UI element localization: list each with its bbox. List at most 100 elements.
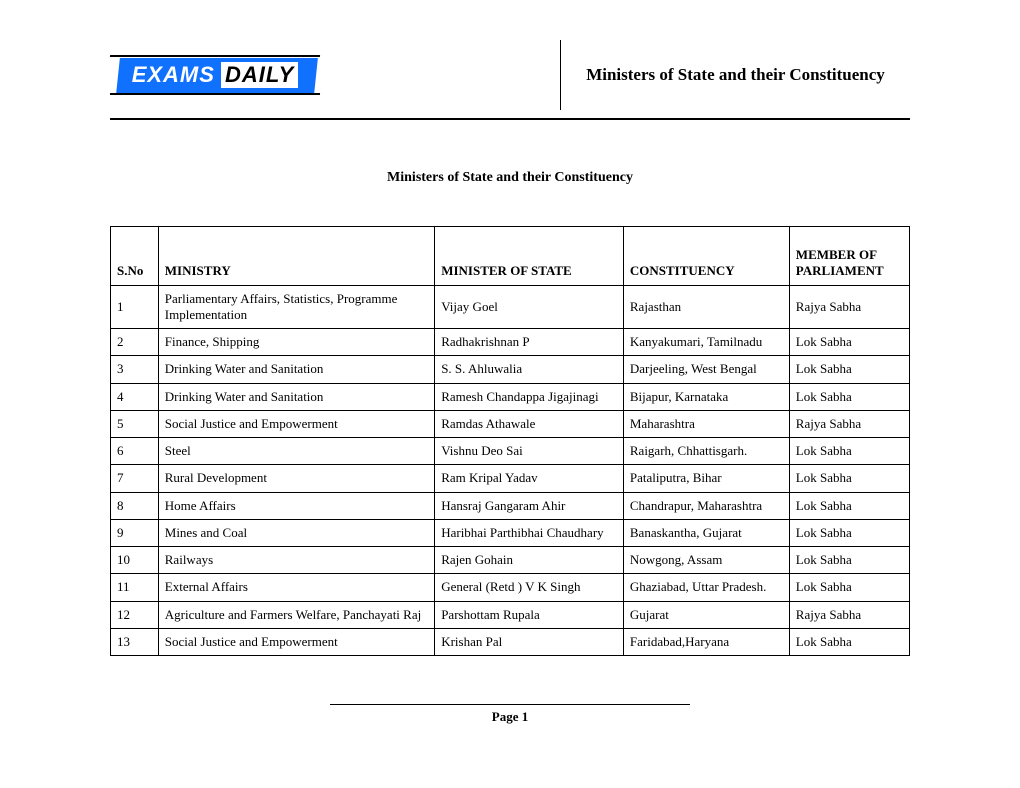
table-cell: Mines and Coal [158,519,434,546]
table-cell: Lok Sabha [789,574,909,601]
table-cell: Maharashtra [623,410,789,437]
table-cell: Parliamentary Affairs, Statistics, Progr… [158,285,434,329]
table-cell: Chandrapur, Maharashtra [623,492,789,519]
table-cell: Drinking Water and Sanitation [158,356,434,383]
logo-part1: EXAMS [132,62,215,88]
col-header-ministry: MINISTRY [158,227,434,286]
table-cell: Rural Development [158,465,434,492]
table-cell: Ramdas Athawale [435,410,624,437]
table-cell: Faridabad,Haryana [623,628,789,655]
col-header-sno: S.No [111,227,159,286]
table-cell: Ram Kripal Yadav [435,465,624,492]
table-cell: Lok Sabha [789,628,909,655]
table-cell: Ramesh Chandappa Jigajinagi [435,383,624,410]
table-row: 1Parliamentary Affairs, Statistics, Prog… [111,285,910,329]
table-cell: 4 [111,383,159,410]
page-footer: Page 1 [110,704,910,725]
table-cell: Krishan Pal [435,628,624,655]
table-cell: Finance, Shipping [158,329,434,356]
table-cell: 6 [111,438,159,465]
table-row: 10RailwaysRajen GohainNowgong, AssamLok … [111,547,910,574]
table-cell: 1 [111,285,159,329]
table-cell: 2 [111,329,159,356]
table-cell: Gujarat [623,601,789,628]
logo: EXAMS DAILY [110,51,320,99]
table-header-row: S.No MINISTRY MINISTER OF STATE CONSTITU… [111,227,910,286]
table-cell: 9 [111,519,159,546]
table-cell: 13 [111,628,159,655]
table-cell: 7 [111,465,159,492]
table-cell: 12 [111,601,159,628]
table-cell: Lok Sabha [789,465,909,492]
document-page: EXAMS DAILY Ministers of State and their… [0,0,1020,745]
table-cell: Steel [158,438,434,465]
table-cell: Bijapur, Karnataka [623,383,789,410]
table-row: 6SteelVishnu Deo SaiRaigarh, Chhattisgar… [111,438,910,465]
table-cell: Lok Sabha [789,492,909,519]
table-cell: S. S. Ahluwalia [435,356,624,383]
table-cell: Social Justice and Empowerment [158,628,434,655]
page-title: Ministers of State and their Constituenc… [561,65,910,85]
table-cell: Vijay Goel [435,285,624,329]
table-cell: 10 [111,547,159,574]
table-cell: Rajya Sabha [789,601,909,628]
col-header-constituency: CONSTITUENCY [623,227,789,286]
table-row: 4Drinking Water and SanitationRamesh Cha… [111,383,910,410]
table-row: 13Social Justice and EmpowermentKrishan … [111,628,910,655]
table-row: 5Social Justice and EmpowermentRamdas At… [111,410,910,437]
logo-part2: DAILY [221,62,298,88]
header-left: EXAMS DAILY [110,51,560,99]
table-cell: 8 [111,492,159,519]
table-cell: Rajya Sabha [789,285,909,329]
table-row: 8Home AffairsHansraj Gangaram AhirChandr… [111,492,910,519]
footer-line [330,704,690,705]
table-row: 3Drinking Water and SanitationS. S. Ahlu… [111,356,910,383]
table-cell: Rajen Gohain [435,547,624,574]
table-row: 11External AffairsGeneral (Retd ) V K Si… [111,574,910,601]
body-title: Ministers of State and their Constituenc… [110,170,910,186]
table-cell: Banaskantha, Gujarat [623,519,789,546]
table-cell: Social Justice and Empowerment [158,410,434,437]
table-cell: Lok Sabha [789,438,909,465]
table-cell: Radhakrishnan P [435,329,624,356]
table-cell: Drinking Water and Sanitation [158,383,434,410]
table-cell: Vishnu Deo Sai [435,438,624,465]
table-cell: Home Affairs [158,492,434,519]
table-cell: External Affairs [158,574,434,601]
table-cell: Kanyakumari, Tamilnadu [623,329,789,356]
table-cell: Parshottam Rupala [435,601,624,628]
table-cell: Agriculture and Farmers Welfare, Panchay… [158,601,434,628]
table-cell: Raigarh, Chhattisgarh. [623,438,789,465]
table-cell: 5 [111,410,159,437]
table-row: 7Rural DevelopmentRam Kripal YadavPatali… [111,465,910,492]
table-body: 1Parliamentary Affairs, Statistics, Prog… [111,285,910,656]
table-cell: Lok Sabha [789,356,909,383]
col-header-minister: MINISTER OF STATE [435,227,624,286]
table-cell: Lok Sabha [789,383,909,410]
table-cell: Hansraj Gangaram Ahir [435,492,624,519]
table-row: 2Finance, ShippingRadhakrishnan PKanyaku… [111,329,910,356]
ministers-table: S.No MINISTRY MINISTER OF STATE CONSTITU… [110,226,910,656]
table-cell: Lok Sabha [789,547,909,574]
table-row: 9Mines and CoalHaribhai Parthibhai Chaud… [111,519,910,546]
table-cell: Rajasthan [623,285,789,329]
logo-text: EXAMS DAILY [110,51,320,99]
table-cell: Lok Sabha [789,329,909,356]
table-cell: Darjeeling, West Bengal [623,356,789,383]
table-head: S.No MINISTRY MINISTER OF STATE CONSTITU… [111,227,910,286]
table-cell: Lok Sabha [789,519,909,546]
table-cell: Rajya Sabha [789,410,909,437]
table-cell: Ghaziabad, Uttar Pradesh. [623,574,789,601]
table-cell: Haribhai Parthibhai Chaudhary [435,519,624,546]
table-cell: Railways [158,547,434,574]
logo-border-bottom [110,93,320,95]
table-cell: General (Retd ) V K Singh [435,574,624,601]
page-number: Page 1 [492,709,528,724]
table-cell: Nowgong, Assam [623,547,789,574]
table-row: 12Agriculture and Farmers Welfare, Panch… [111,601,910,628]
table-cell: Pataliputra, Bihar [623,465,789,492]
table-cell: 3 [111,356,159,383]
col-header-member: MEMBER OF PARLIAMENT [789,227,909,286]
table-cell: 11 [111,574,159,601]
page-header: EXAMS DAILY Ministers of State and their… [110,40,910,120]
